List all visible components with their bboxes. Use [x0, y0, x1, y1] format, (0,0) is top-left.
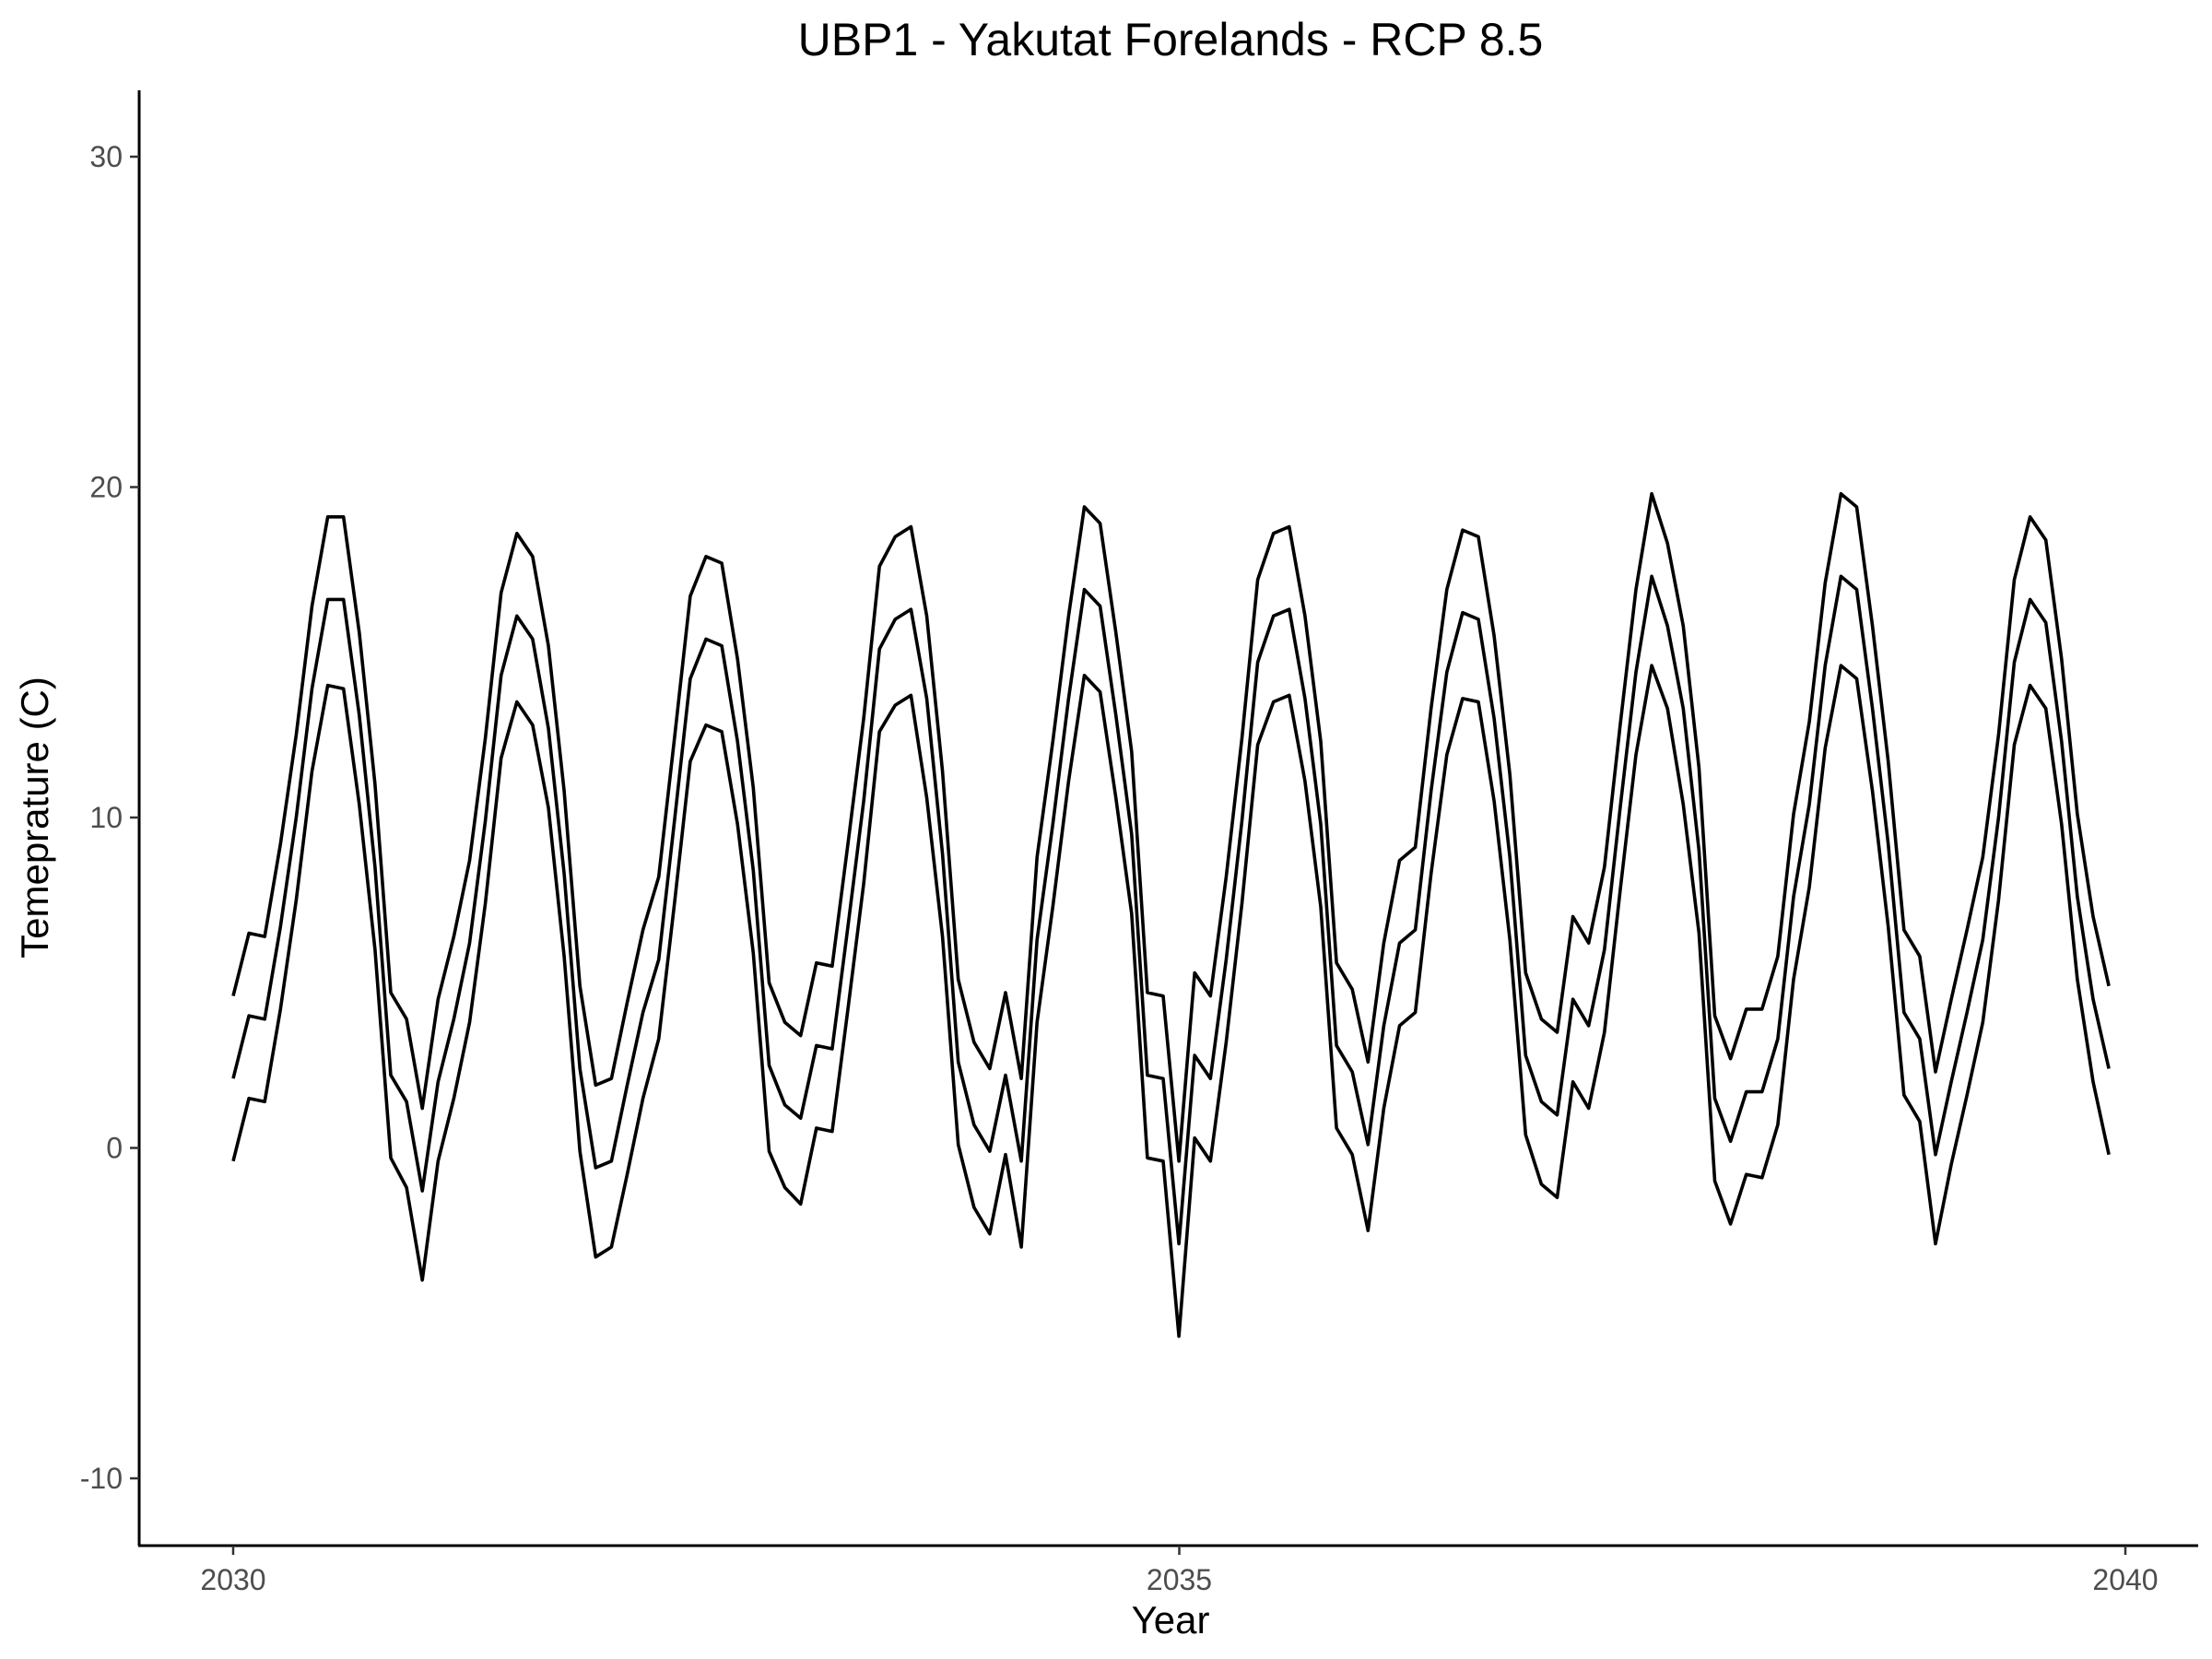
x-axis-label: Year	[1132, 1598, 1210, 1641]
x-tick-label: 2030	[200, 1563, 265, 1596]
series-group	[231, 491, 2111, 1338]
series-line-2	[231, 574, 2111, 1246]
series-line-3	[231, 664, 2111, 1338]
x-tick-label: 2035	[1147, 1563, 1212, 1596]
series-line-1	[231, 491, 2111, 1163]
chart-title: UBP1 - Yakutat Forelands - RCP 8.5	[798, 14, 1544, 65]
y-tick-label: 0	[106, 1132, 123, 1165]
x-tick-label: 2040	[2092, 1563, 2158, 1596]
y-tick-label: -10	[80, 1462, 123, 1495]
y-tick-label: 30	[89, 140, 123, 173]
y-axis-ticks: -10 0 10 20 30	[80, 140, 139, 1495]
y-tick-label: 10	[89, 801, 123, 834]
y-tick-label: 20	[89, 471, 123, 504]
y-axis-label: Temeprature (C)	[13, 677, 56, 959]
x-axis-ticks: 2030 2035 2040	[200, 1546, 2159, 1596]
